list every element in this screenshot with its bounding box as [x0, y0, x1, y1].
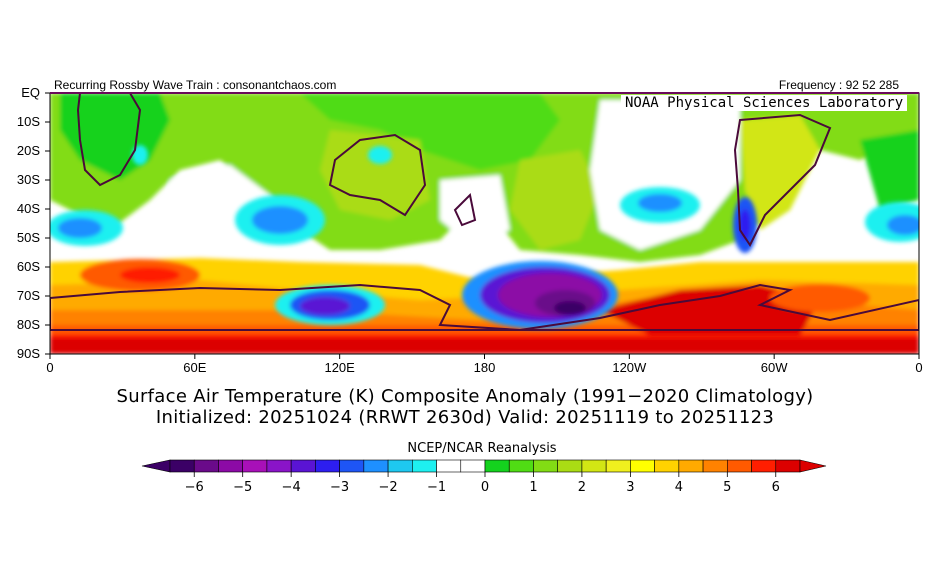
lat-label: 70S [16, 288, 40, 303]
colorbar-swatch [315, 459, 340, 473]
colorbar-swatch [508, 459, 534, 473]
colorbar-label: 3 [626, 480, 635, 495]
lon-label: 60W [760, 360, 788, 375]
header-source-label: Recurring Rossby Wave Train : consonantc… [54, 78, 337, 92]
colorbar-swatch [242, 459, 268, 473]
lat-label: 20S [16, 143, 40, 158]
colorbar-swatch [751, 459, 777, 473]
colorbar-swatch [654, 459, 680, 473]
colorbar-swatch [484, 459, 510, 473]
colorbar-swatch [533, 459, 558, 473]
colorbar-label: 4 [674, 480, 683, 495]
lon-label: 120E [324, 360, 355, 375]
colorbar-swatch [193, 459, 219, 473]
lat-label: EQ [21, 85, 40, 100]
figure-title: Surface Air Temperature (K) Composite An… [116, 386, 814, 407]
colorbar-label: −3 [330, 480, 350, 495]
colorbar-swatch [218, 459, 243, 473]
colorbar-swatch [460, 459, 486, 473]
header-frequency-label: Frequency : 92 52 285 [778, 78, 899, 92]
colorbar-label: 5 [723, 480, 732, 495]
lat-label: 90S [16, 346, 40, 361]
colorbar-swatch [727, 459, 752, 473]
colorbar-swatch [436, 459, 462, 473]
colorbar-swatch [702, 459, 728, 473]
colorbar-swatch [605, 459, 631, 473]
colorbar-swatch [169, 459, 195, 473]
lat-label: 60S [16, 259, 40, 274]
lon-label: 180 [473, 360, 496, 375]
colorbar-label: 2 [577, 480, 587, 495]
colorbar-swatch [581, 459, 607, 473]
data-source-label: NCEP/NCAR Reanalysis [407, 441, 557, 456]
colorbar-label: −2 [378, 480, 398, 495]
lat-label: 10S [16, 114, 40, 129]
colorbar [141, 459, 827, 477]
colorbar-high-arrow [799, 459, 827, 473]
colorbar-swatch [678, 459, 704, 473]
colorbar-swatch [387, 459, 413, 473]
colorbar-swatch [775, 459, 801, 473]
colorbar-label: 1 [529, 480, 538, 495]
lab-credit-label: NOAA Physical Sciences Laboratory [621, 95, 908, 111]
lon-label: 0 [915, 360, 923, 375]
colorbar-swatch [412, 459, 437, 473]
coastlines [50, 93, 919, 332]
colorbar-label: 6 [771, 480, 780, 495]
colorbar-label: −1 [426, 480, 447, 495]
colorbar-swatch [630, 459, 655, 473]
lat-label: 40S [16, 201, 40, 216]
colorbar-label: −6 [184, 480, 204, 495]
lat-label: 80S [16, 317, 40, 332]
colorbar-swatch [363, 459, 389, 473]
colorbar-label: −4 [281, 480, 301, 495]
lat-label: 50S [16, 230, 40, 245]
lon-label: 60E [183, 360, 207, 375]
lon-label: 0 [46, 360, 54, 375]
anomaly-field [50, 93, 919, 354]
colorbar-swatch [557, 459, 583, 473]
colorbar-swatch [266, 459, 292, 473]
colorbar-label: −5 [233, 480, 253, 495]
figure-subtitle: Initialized: 20251024 (RRWT 2630d) Valid… [155, 407, 775, 428]
colorbar-swatch [290, 459, 316, 473]
colorbar-swatch [339, 459, 365, 473]
colorbar-low-arrow [141, 459, 171, 473]
colorbar-label: 0 [480, 480, 490, 495]
lat-label: 30S [16, 172, 40, 187]
lon-label: 120W [612, 360, 647, 375]
